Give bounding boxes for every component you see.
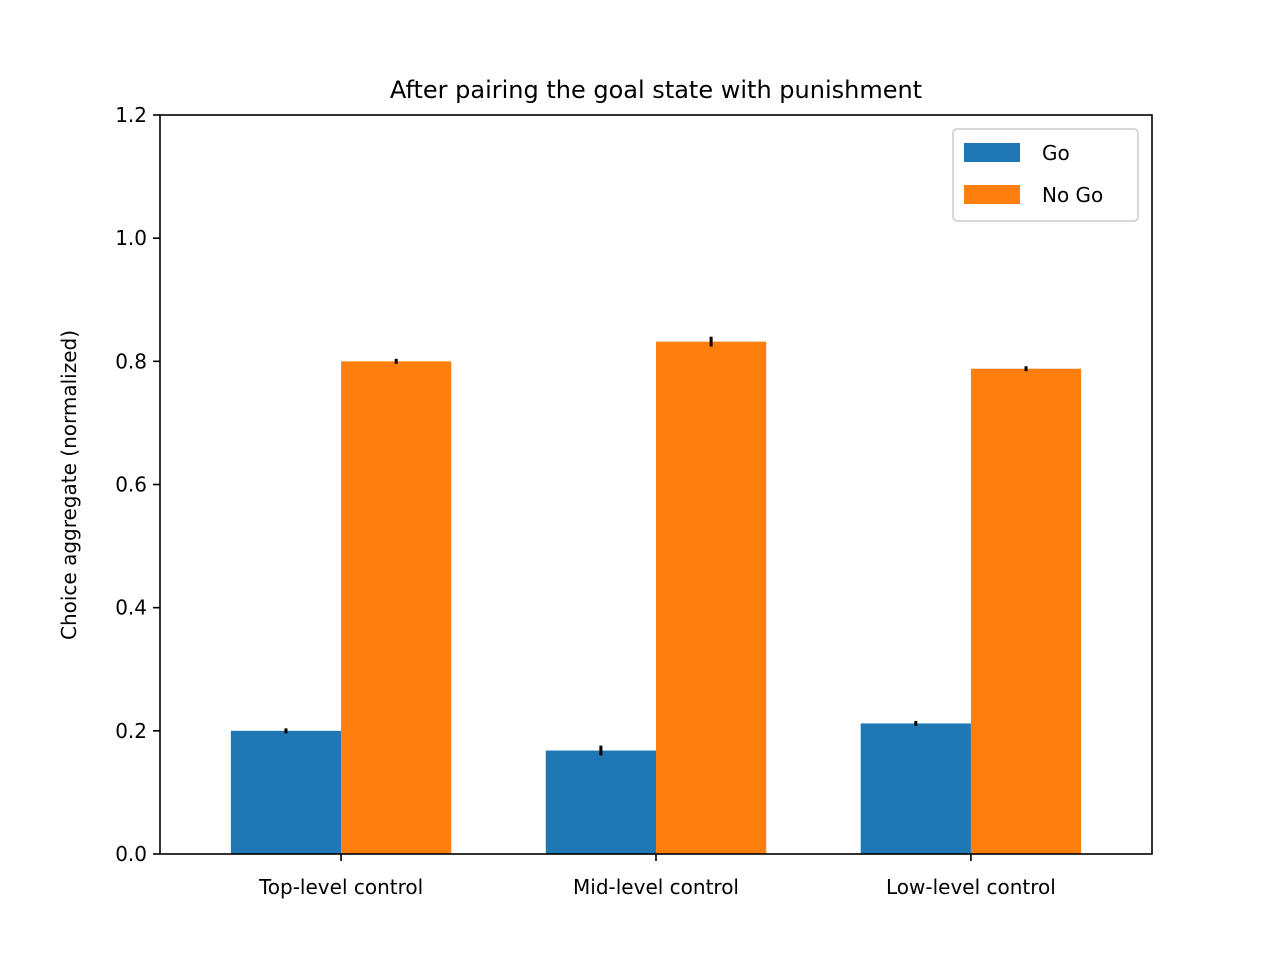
legend-label-go: Go: [1042, 141, 1070, 165]
bar-no-go-0: [341, 361, 452, 854]
bar-no-go-1: [656, 341, 767, 854]
legend-swatch-no-go: [964, 185, 1020, 204]
x-tick-label: Low-level control: [886, 875, 1056, 899]
plot-area: [230, 336, 1082, 854]
y-axis-label: Choice aggregate (normalized): [57, 330, 81, 640]
y-tick-label: 0.0: [115, 842, 147, 866]
y-tick-label: 1.0: [115, 226, 147, 250]
y-tick-label: 0.8: [115, 349, 147, 373]
axes: 0.0 0.2 0.4 0.6 0.8 1.0 1.2 Top-level control Mi…: [115, 103, 1153, 899]
y-tick-label: 1.2: [115, 103, 147, 127]
legend-swatch-go: [964, 143, 1020, 162]
bar-go-1: [545, 750, 656, 854]
x-tick-label: Mid-level control: [573, 875, 739, 899]
y-tick-label: 0.6: [115, 473, 147, 497]
bar-go-2: [860, 723, 971, 854]
legend-label-no-go: No Go: [1042, 183, 1103, 207]
y-tick-label: 0.2: [115, 719, 147, 743]
legend: Go No Go: [952, 128, 1139, 222]
y-tick-label: 0.4: [115, 596, 147, 620]
bar-no-go-2: [970, 368, 1082, 854]
chart-title: After pairing the goal state with punish…: [390, 76, 922, 104]
bar-go-0: [230, 730, 342, 854]
x-tick-label: Top-level control: [258, 875, 423, 899]
